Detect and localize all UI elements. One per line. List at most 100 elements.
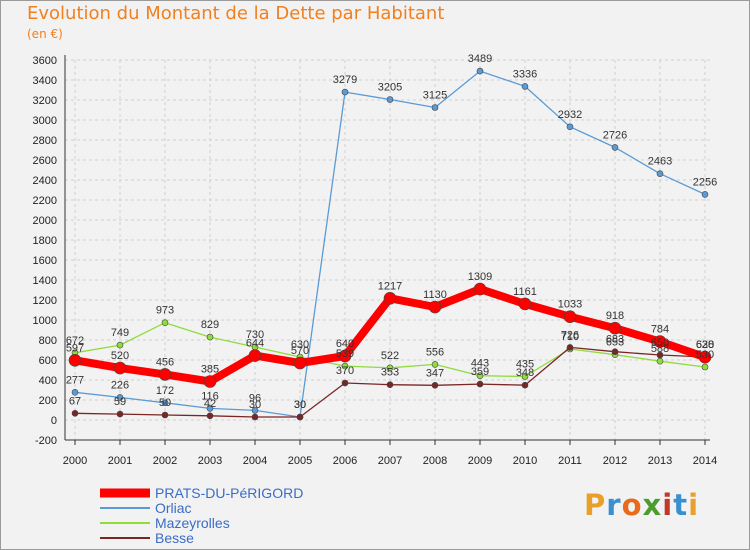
data-point-prats-du-p-rigord [338,349,352,363]
data-label-besse: 42 [204,398,216,410]
x-tick-label: 2009 [468,455,492,467]
data-point-besse [521,381,529,389]
data-label-mazeyrolles: 443 [471,358,489,370]
y-tick-label: 1400 [33,275,57,287]
data-point-prats-du-p-rigord [68,353,82,367]
data-label-orliac: 96 [249,392,261,404]
data-point-besse [161,411,169,419]
data-label-orliac: 3489 [468,53,492,65]
data-label-besse: 359 [471,366,489,378]
x-tick-label: 2002 [153,455,177,467]
data-point-prats-du-p-rigord [473,282,487,296]
y-tick-label: 3400 [33,75,57,87]
data-label-prats-du-p-rigord: 597 [66,342,84,354]
data-label-mazeyrolles: 672 [66,335,84,347]
y-tick-label: 0 [51,415,57,427]
data-point-besse [251,413,259,421]
data-point-orliac [206,405,214,412]
data-point-prats-du-p-rigord [113,361,127,375]
data-point-prats-du-p-rigord [653,335,667,348]
data-label-prats-du-p-rigord: 1309 [468,271,492,283]
data-label-besse: 370 [336,365,354,377]
legend-label-mazeyrolles: Mazeyrolles [155,515,230,531]
y-tick-label: 200 [39,395,57,407]
data-point-besse [296,413,304,421]
data-label-prats-du-p-rigord: 1217 [378,280,402,292]
data-label-mazeyrolles: 653 [606,337,624,349]
data-point-orliac [566,123,574,131]
data-label-besse: 353 [381,367,399,379]
y-tick-label: 2800 [33,135,57,147]
data-point-orliac [476,67,484,75]
data-point-mazeyrolles [386,364,394,372]
x-tick-label: 2004 [243,455,267,467]
data-label-besse: 59 [114,396,126,408]
data-point-orliac [431,104,439,111]
x-tick-label: 2005 [288,455,312,467]
x-tick-label: 2001 [108,455,132,467]
data-label-prats-du-p-rigord: 1130 [423,289,447,301]
data-point-prats-du-p-rigord [203,375,217,388]
data-point-orliac [656,170,664,177]
data-point-prats-du-p-rigord [158,368,172,381]
x-tick-label: 2000 [63,455,87,467]
data-label-prats-du-p-rigord: 640 [336,338,354,350]
y-tick-label: 3600 [33,55,57,67]
data-label-besse: 347 [426,367,444,379]
data-label-prats-du-p-rigord: 628 [696,339,714,351]
data-point-mazeyrolles [161,319,169,327]
data-label-orliac: 172 [156,385,174,397]
data-point-besse [566,344,574,351]
data-label-orliac: 30 [294,399,306,411]
data-point-mazeyrolles [206,333,214,341]
y-tick-label: 1800 [33,235,57,247]
y-tick-label: 2600 [33,155,57,167]
x-tick-label: 2012 [603,455,627,467]
data-label-prats-du-p-rigord: 918 [606,310,624,322]
y-tick-label: 3200 [33,95,57,107]
data-label-orliac: 3205 [378,82,402,94]
y-tick-label: 1000 [33,315,57,327]
logo-letter: x [642,488,663,522]
data-label-prats-du-p-rigord: 1033 [558,299,582,311]
data-label-besse: 683 [606,334,624,346]
logo-letter: P [584,488,607,522]
data-point-prats-du-p-rigord [293,356,307,370]
y-tick-label: 800 [39,335,57,347]
logo-letter: t [673,488,689,522]
legend-label-besse: Besse [155,530,194,546]
data-label-prats-du-p-rigord: 1161 [513,286,537,298]
x-tick-label: 2010 [513,455,537,467]
data-labels: 597 520 456 385 644 570 640 1217 1130 1309 1161 103… [66,53,717,411]
data-point-mazeyrolles [656,357,664,365]
data-point-prats-du-p-rigord [608,321,622,335]
data-point-mazeyrolles [431,361,439,368]
y-tick-label: 600 [39,355,57,367]
data-point-besse [656,351,664,359]
data-label-prats-du-p-rigord: 520 [111,350,129,362]
data-label-mazeyrolles: 539 [336,348,354,360]
y-tick-label: 3000 [33,115,57,127]
data-label-prats-du-p-rigord: 784 [651,324,669,336]
legend-label-orliac: Orliac [155,500,192,516]
y-tick-label: 2400 [33,175,57,187]
data-point-mazeyrolles [701,363,709,371]
data-label-orliac: 2726 [603,129,627,141]
data-point-besse [611,348,619,356]
data-label-orliac: 277 [66,374,84,386]
data-point-prats-du-p-rigord [563,310,577,324]
data-point-orliac [161,399,169,407]
data-label-mazeyrolles: 630 [291,339,309,351]
data-label-mazeyrolles: 730 [246,329,264,341]
data-label-orliac: 116 [201,390,219,402]
data-label-prats-du-p-rigord: 570 [291,345,309,357]
data-label-besse: 726 [561,329,579,341]
data-point-mazeyrolles [476,372,484,380]
data-label-orliac: 226 [111,379,129,391]
data-point-orliac [701,191,709,198]
data-point-besse [341,379,349,387]
axes: -200 0 200 400 600 800 1000 1200 1400 1600 1800 200… [33,55,717,467]
data-point-prats-du-p-rigord [518,297,532,311]
data-point-orliac [71,388,79,396]
